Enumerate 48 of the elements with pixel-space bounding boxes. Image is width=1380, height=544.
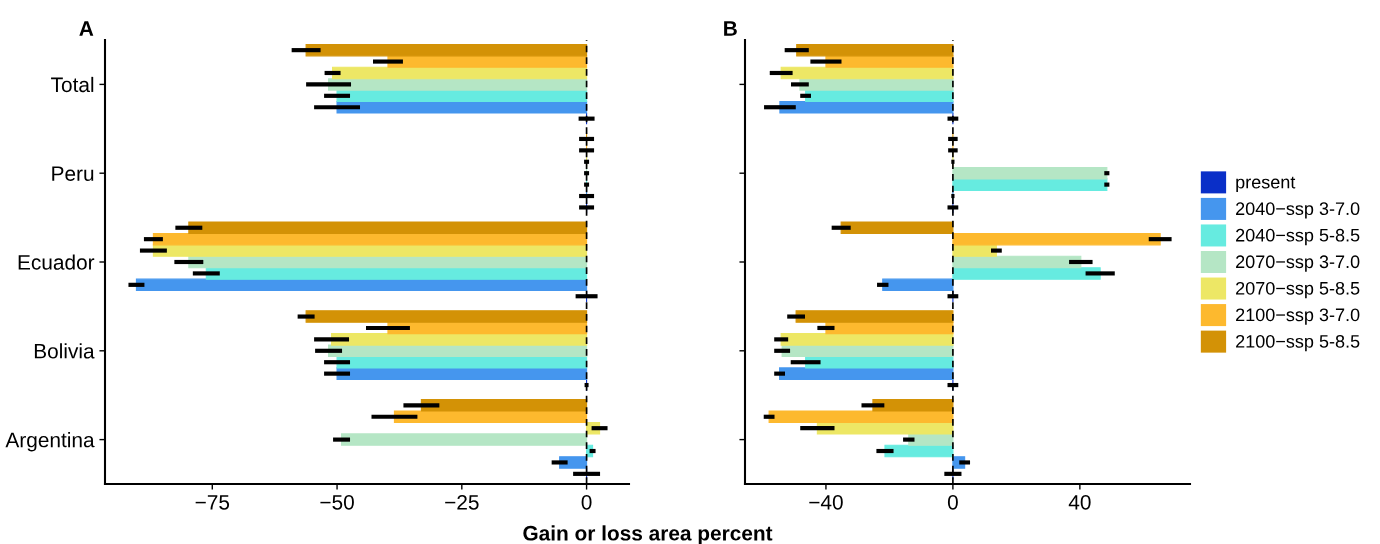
bar: [872, 399, 954, 412]
bar: [135, 278, 588, 292]
legend-label: 2070−ssp 3-7.0: [1236, 255, 1360, 272]
bar: [331, 333, 588, 346]
chart-title: A: [79, 21, 94, 36]
legend-label: present: [1236, 176, 1296, 193]
legend-label: 2100−ssp 3-7.0: [1236, 308, 1360, 325]
x-tick-label: −50: [320, 494, 354, 510]
x-tick-label: 40: [1068, 494, 1091, 510]
bar: [420, 399, 588, 412]
x-axis-title: Gain or loss area percent: [523, 525, 773, 544]
bar: [336, 355, 588, 369]
bar: [305, 43, 588, 57]
bar: [336, 100, 588, 114]
legend-label: 2100−ssp 5-8.5: [1236, 334, 1360, 352]
x-tick-label: −40: [809, 494, 843, 510]
bar: [188, 221, 588, 235]
legend-label: 2040−ssp 3-7.0: [1236, 202, 1360, 219]
bar: [305, 310, 588, 323]
y-tick-label: Total: [51, 76, 94, 93]
y-tick-label: Ecuador: [18, 254, 95, 270]
bar: [799, 78, 954, 91]
bar: [780, 333, 954, 346]
bar: [795, 310, 954, 323]
y-tick-label: Bolivia: [34, 343, 95, 359]
bar: [805, 355, 954, 369]
bar: [882, 278, 954, 292]
bar: [205, 267, 588, 280]
bar: [152, 232, 588, 246]
bar: [840, 221, 954, 235]
y-tick-label: Argentina: [5, 432, 95, 452]
bar: [952, 232, 1161, 246]
bar: [328, 78, 588, 91]
chart-title: B: [724, 21, 737, 36]
x-tick-label: −75: [195, 495, 230, 510]
bar: [779, 100, 954, 114]
bar: [340, 433, 588, 446]
bar: [952, 166, 1108, 180]
bar: [816, 421, 954, 435]
x-tick-label: 0: [581, 494, 592, 510]
bar: [796, 43, 954, 57]
y-tick-label: Peru: [52, 166, 94, 181]
legend-label: 2070−ssp 5-8.5: [1236, 281, 1360, 299]
legend-label: 2040−ssp 5-8.5: [1236, 228, 1360, 246]
bar: [768, 410, 954, 424]
bar: [952, 267, 1101, 280]
x-tick-label: −25: [445, 494, 479, 510]
x-tick-label: 0: [947, 494, 958, 510]
